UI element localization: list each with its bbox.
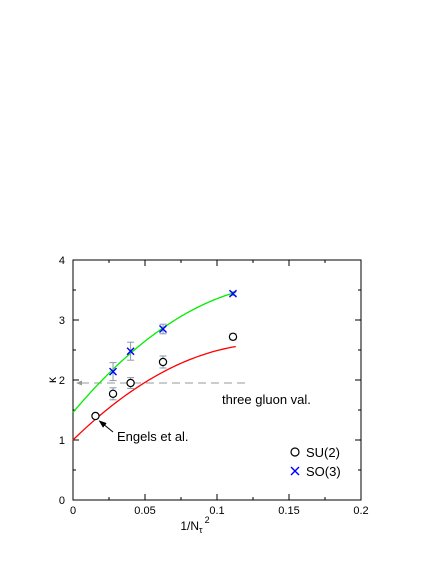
data-point-stroke [159,325,167,333]
y-tick-label: 3 [59,315,65,327]
legend-marker-su2 [290,447,300,457]
reference-line-label: three gluon val. [222,392,311,407]
reference-line-arrow [76,380,82,386]
data-point-stroke [126,347,135,356]
data-point-stroke [109,367,118,376]
data-point-so3 [228,289,237,298]
data-point-su2 [91,411,100,421]
x-axis-title-sub: τ [199,525,203,535]
x-axis-title-sup: 2 [205,515,210,525]
x-tick-label: 0 [70,505,76,517]
legend-label-so3: SO(3) [306,464,341,479]
x-axis-title-base: 1/N [180,519,199,533]
legend-item-su2: SU(2) [290,445,340,460]
data-point-so3 [109,367,118,376]
y-axis-title: κ [45,376,59,383]
x-axis-title: 1/Nτ2 [180,515,209,535]
y-tick-label: 4 [59,255,65,267]
fit-curve-so3 [72,291,236,413]
data-point-so3 [126,347,135,356]
y-tick-label: 2 [59,375,65,387]
x-tick-label: 0.2 [353,505,368,517]
x-tick-label: 0.15 [278,505,299,517]
legend: SU(2) SO(3) [290,445,341,479]
data-point-su2 [228,332,238,341]
fit-curve-su2 [72,345,236,441]
annotation-arrow [98,420,114,433]
y-tick-label: 1 [59,435,65,447]
legend-label-su2: SU(2) [306,445,340,460]
data-point-su2 [126,378,135,388]
y-tick-label: 0 [59,495,65,507]
data-point-so3 [159,325,167,333]
annotation-engels: Engels et al. [117,429,189,444]
legend-marker-so3 [290,466,300,476]
legend-item-so3: SO(3) [290,464,341,479]
data-point-su2 [158,357,168,367]
x-tick-label: 0.05 [134,505,155,517]
data-point-su2 [108,389,118,398]
x-tick-label: 0.1 [209,505,224,517]
data-point-stroke [228,289,237,298]
